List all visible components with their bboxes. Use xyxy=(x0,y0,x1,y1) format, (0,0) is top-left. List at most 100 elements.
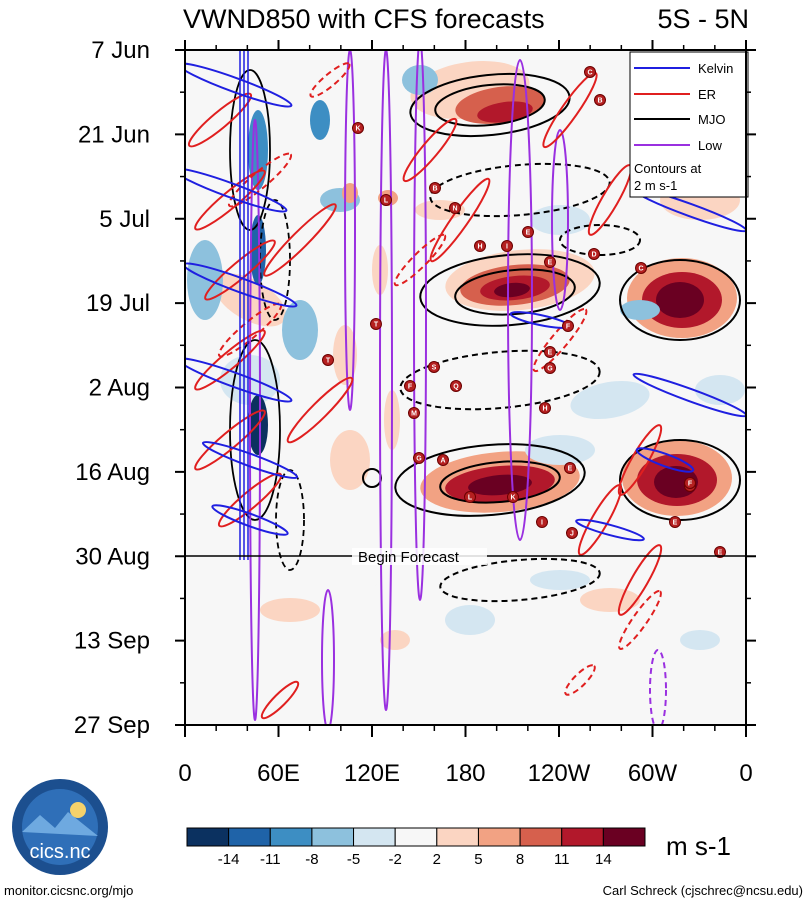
storm-marker xyxy=(539,402,551,414)
storm-label: D xyxy=(591,252,596,259)
colorbar-swatch xyxy=(311,827,355,847)
contour-line xyxy=(217,472,283,528)
anomaly-blob xyxy=(260,598,320,622)
storm-marker xyxy=(449,202,461,214)
storm-marker xyxy=(669,516,681,528)
storm-marker xyxy=(714,546,726,558)
storm-label: K xyxy=(510,495,515,502)
colorbar-label: 8 xyxy=(516,851,524,868)
legend-mjo: MJO xyxy=(698,112,725,127)
storm-label: G xyxy=(416,456,422,463)
storm-marker xyxy=(522,226,534,238)
storm-marker xyxy=(635,262,647,274)
contour-line xyxy=(439,557,601,603)
storm-label: E xyxy=(548,260,553,267)
contour-line xyxy=(507,59,533,541)
storm-label: M xyxy=(411,411,417,418)
storm-label: T xyxy=(374,322,379,329)
colorbar-swatch xyxy=(228,827,271,847)
anomaly-blob xyxy=(187,240,223,320)
anomaly-blob xyxy=(333,325,357,385)
contour-line xyxy=(185,262,298,308)
contour-line xyxy=(379,50,393,711)
footer-url: monitor.cicsnc.org/mjo xyxy=(4,883,133,898)
x-tick-label: 120E xyxy=(344,760,400,787)
x-tick-label: 120W xyxy=(528,760,591,787)
contour-line xyxy=(393,233,447,287)
contour-line xyxy=(185,62,293,108)
storm-marker xyxy=(507,491,519,503)
anomaly-blob xyxy=(680,630,720,650)
y-tick-label: 2 Aug xyxy=(89,375,150,402)
chart-region: 5S - 5N xyxy=(657,4,749,34)
legend-kelvin: Kelvin xyxy=(698,61,733,76)
colorbar-swatch xyxy=(477,827,521,847)
storm-label: H xyxy=(542,406,547,413)
contour-line xyxy=(632,372,746,418)
contour-line xyxy=(575,518,645,542)
storm-marker xyxy=(352,122,364,134)
storm-label: J xyxy=(570,531,574,538)
storm-label: C xyxy=(587,70,592,77)
x-tick-label: 60W xyxy=(628,760,678,787)
storm-marker xyxy=(404,380,416,392)
contour-line xyxy=(194,329,266,391)
storm-markers: CBKLBNHIEEDCTFTESFQGMHGAELKDEIJEF xyxy=(322,66,726,558)
storm-label: B xyxy=(597,98,602,105)
legend-low: Low xyxy=(698,138,722,153)
storm-label: F xyxy=(688,481,693,488)
storm-label: I xyxy=(506,244,508,251)
contour-line xyxy=(399,349,601,411)
storm-marker xyxy=(544,256,556,268)
anomaly-blob xyxy=(494,282,530,298)
storm-marker xyxy=(544,346,556,358)
colorbar-swatch xyxy=(436,827,479,847)
storm-marker xyxy=(566,527,578,539)
storm-label: E xyxy=(568,466,573,473)
contour-line xyxy=(263,203,337,277)
contour-line xyxy=(434,83,546,127)
storm-marker xyxy=(684,477,696,489)
storm-label: L xyxy=(384,198,389,205)
x-tick-labels: 0 60E 120E 180 120W 60W 0 xyxy=(178,760,752,787)
storm-label: E xyxy=(526,230,531,237)
anomaly-blob xyxy=(620,300,660,320)
contour-line xyxy=(185,357,293,403)
anomaly-blob xyxy=(380,630,410,650)
contour-line xyxy=(559,224,641,256)
storm-label: E xyxy=(718,550,723,557)
storm-marker xyxy=(428,361,440,373)
contour-line xyxy=(617,544,663,616)
x-tick-label: 60E xyxy=(257,760,300,787)
y-tick-label: 5 Jul xyxy=(99,206,150,233)
contour-line xyxy=(394,443,586,517)
storm-marker xyxy=(588,248,600,260)
storm-marker xyxy=(536,516,548,528)
contour-line xyxy=(649,649,667,725)
storm-label: L xyxy=(468,495,473,502)
storm-marker xyxy=(464,491,476,503)
legend-er: ER xyxy=(698,87,716,102)
anomaly-blob xyxy=(310,100,330,140)
storm-label: B xyxy=(432,186,437,193)
contour-line xyxy=(194,409,266,471)
storm-label: E xyxy=(548,350,553,357)
contour-line xyxy=(429,177,491,263)
storm-marker xyxy=(408,407,420,419)
chart-title: VWND850 with CFS forecasts xyxy=(183,4,545,34)
contour-line xyxy=(227,152,293,208)
storm-label: H xyxy=(477,244,482,251)
contour-line xyxy=(635,447,695,473)
storm-marker xyxy=(474,240,486,252)
colorbar-swatch xyxy=(602,827,646,847)
colorbar-label: -14 xyxy=(218,851,240,868)
storm-marker xyxy=(501,240,513,252)
storm-marker xyxy=(594,94,606,106)
colorbar-swatch xyxy=(269,827,313,847)
anomaly-blob xyxy=(570,380,650,420)
anomaly-blob xyxy=(445,605,495,635)
contour-line xyxy=(454,268,576,316)
contour-line xyxy=(402,117,458,183)
storm-marker xyxy=(322,354,334,366)
contour-line xyxy=(413,50,427,601)
